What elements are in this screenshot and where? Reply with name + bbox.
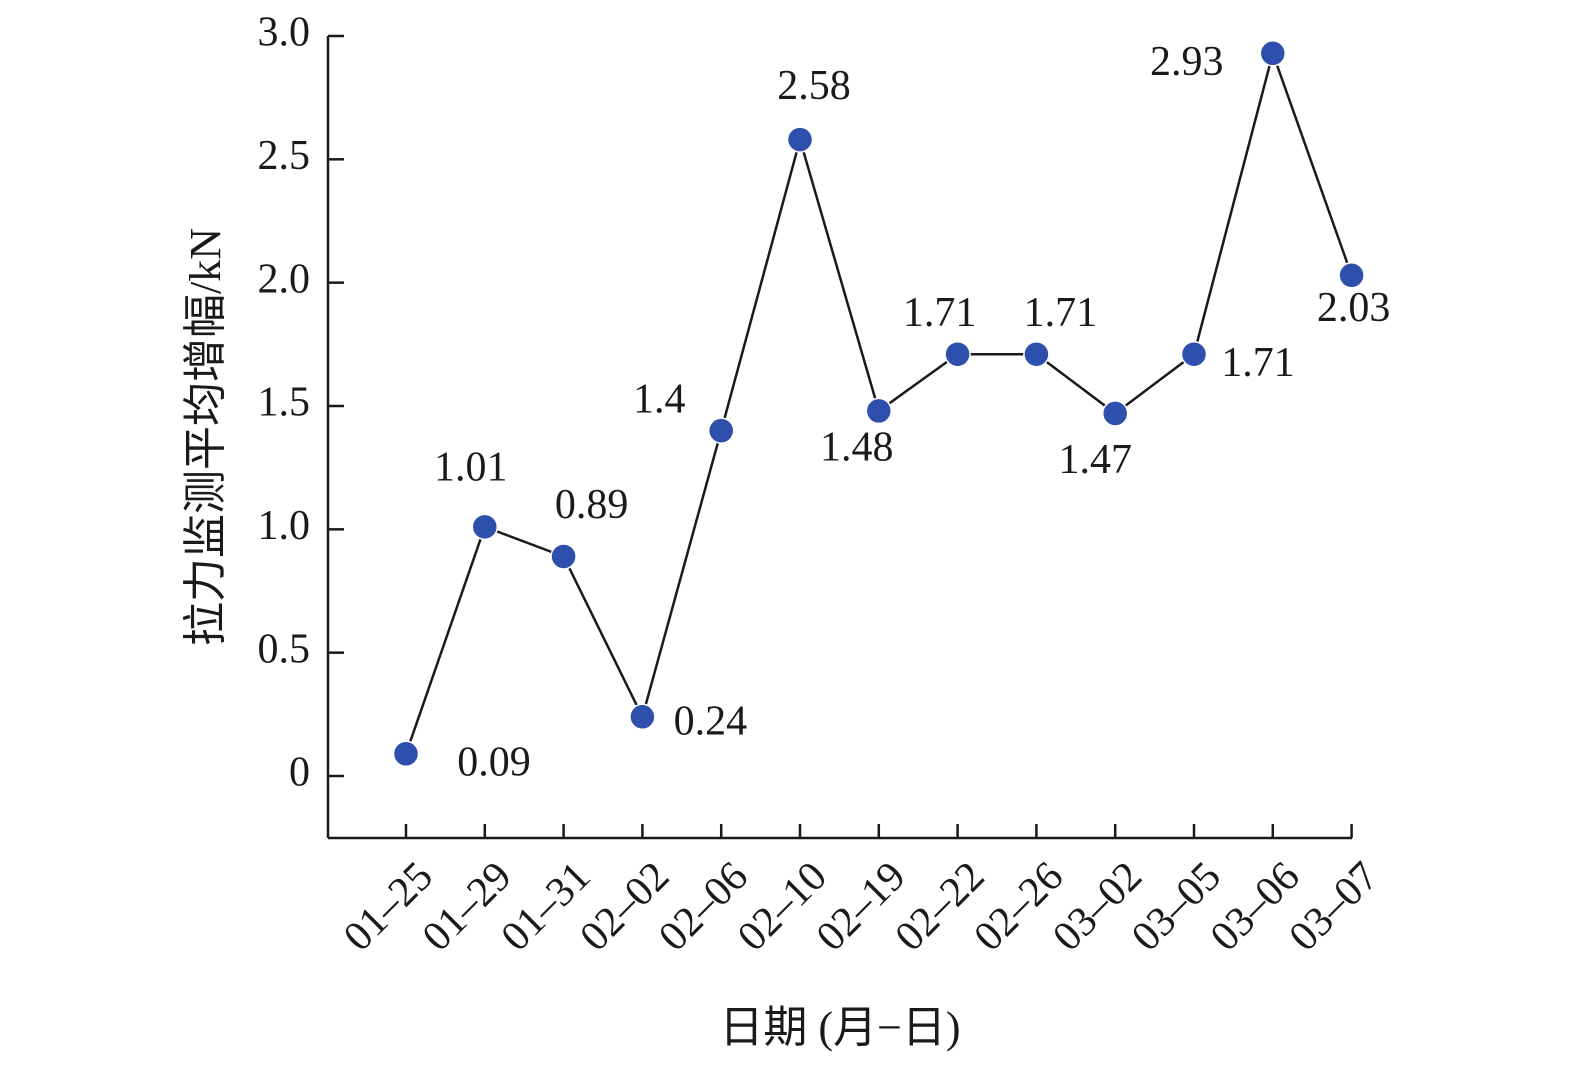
data-point — [707, 417, 735, 444]
x-tick-label: 01–29 — [414, 853, 521, 960]
x-tick-label: 03–02 — [1044, 853, 1151, 960]
data-point — [1180, 340, 1208, 368]
y-axis-title: 拉力监测平均增幅/kN — [181, 228, 230, 646]
x-tick-label: 02–02 — [572, 853, 679, 960]
data-point — [629, 703, 656, 731]
data-point — [865, 397, 893, 425]
data-label: 0.24 — [674, 698, 748, 744]
x-tick-label: 01–25 — [335, 853, 442, 960]
x-tick-label: 02–22 — [887, 853, 994, 960]
y-tick-label: 2.0 — [258, 256, 311, 302]
y-tick-label: 0 — [289, 750, 310, 796]
data-label: 2.03 — [1317, 285, 1391, 331]
x-ticks: 01–2501–2901–3102–0202–0602–1002–1902–22… — [335, 824, 1387, 960]
data-point — [1023, 340, 1050, 368]
data-point — [1338, 262, 1365, 289]
x-tick-label: 03–07 — [1281, 853, 1388, 960]
data-point — [1259, 40, 1287, 67]
y-tick-label: 1.5 — [258, 380, 311, 426]
x-tick-label: 02–19 — [808, 853, 915, 960]
data-point — [944, 340, 971, 368]
data-label: 0.89 — [555, 482, 629, 528]
x-tick-label: 02–06 — [650, 853, 757, 960]
x-tick-label: 03–05 — [1123, 853, 1230, 960]
y-ticks: 0 0.5 1.0 1.5 2.0 2.5 3.0 — [258, 10, 344, 796]
data-label: 2.93 — [1150, 39, 1224, 85]
data-label: 1.48 — [820, 425, 894, 471]
x-axis-title: 日期 (月−日) — [719, 1003, 960, 1052]
data-label: 1.47 — [1058, 437, 1132, 483]
series-group — [392, 40, 1365, 768]
y-tick-label: 0.5 — [258, 626, 311, 672]
data-label: 1.01 — [434, 445, 508, 491]
y-tick-label: 2.5 — [258, 133, 311, 179]
data-point — [471, 513, 499, 541]
data-label: 1.71 — [1221, 340, 1295, 386]
data-label: 2.58 — [777, 63, 851, 109]
x-tick-label: 01–31 — [493, 853, 600, 960]
data-point — [1101, 400, 1129, 427]
data-point — [550, 543, 577, 570]
x-tick-label: 02–26 — [966, 853, 1073, 960]
y-tick-label: 3.0 — [258, 10, 311, 56]
x-tick-label: 03–06 — [1202, 853, 1309, 960]
data-label: 1.71 — [1024, 290, 1098, 336]
data-label: 0.09 — [457, 739, 531, 785]
y-tick-label: 1.0 — [258, 503, 311, 549]
data-point — [392, 740, 420, 768]
data-label: 1.4 — [633, 376, 686, 422]
data-label: 1.71 — [903, 290, 977, 336]
x-tick-label: 02–10 — [729, 853, 836, 960]
data-point — [786, 126, 814, 153]
data-labels: 0.09 1.01 0.89 0.24 1.4 2.58 1.48 1.71 1.71 1.47 1… — [434, 39, 1390, 786]
